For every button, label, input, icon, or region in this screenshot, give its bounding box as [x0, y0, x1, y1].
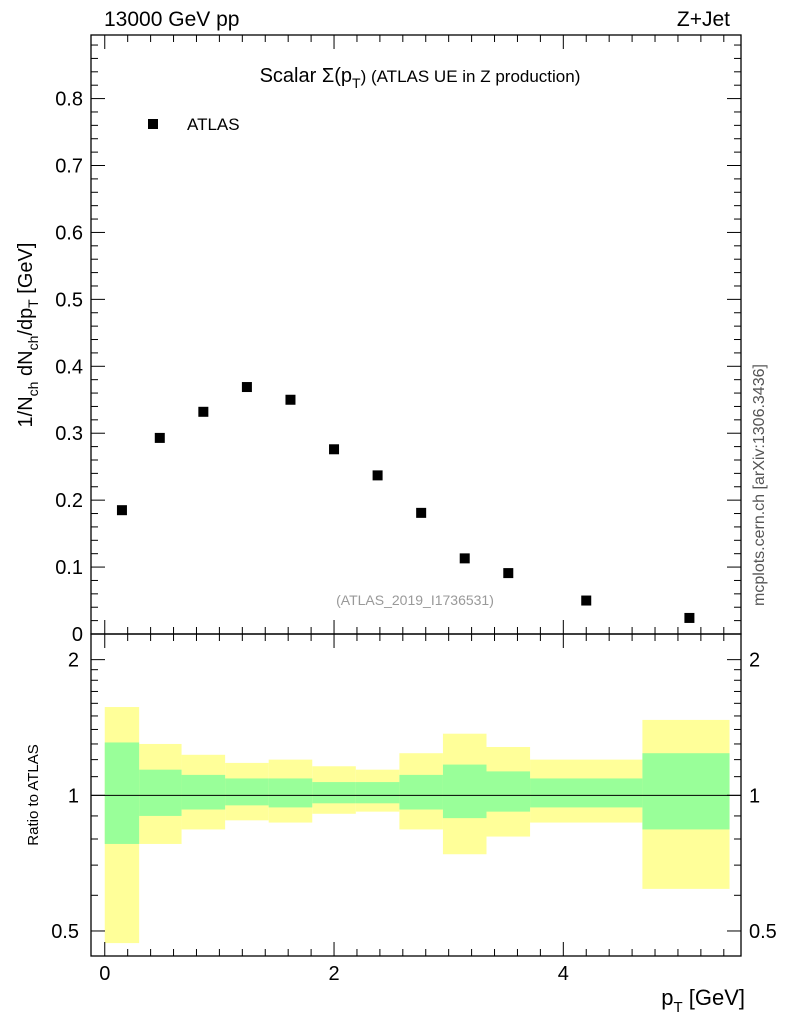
data-point-2	[198, 406, 209, 417]
stat-band-6	[355, 782, 400, 804]
main-ytick-label-0: 0	[72, 624, 83, 646]
data-point-6	[372, 470, 383, 481]
data-points	[116, 382, 695, 623]
main-ytick-label-8: 0.8	[55, 89, 83, 111]
header-right: Z+Jet	[677, 8, 730, 31]
ratio-bands	[104, 707, 730, 944]
stat-band-0	[104, 742, 140, 844]
stat-band-3	[225, 778, 269, 806]
data-point-4	[285, 394, 296, 405]
main-ytick-label-1: 0.1	[55, 557, 83, 579]
main-ytick-label-2: 0.2	[55, 490, 83, 512]
stat-band-7	[399, 774, 443, 810]
ratio-panel: Ratio to ATLAS pT [GeV] 0.5 0.5 1 1 2 2 0 2 4	[25, 633, 777, 1016]
xtick-label-2: 4	[558, 963, 569, 985]
ratio-ytick-label-left-0: 0.5	[51, 921, 79, 943]
main-ytick-label-5: 0.5	[55, 289, 83, 311]
stat-band-8	[442, 764, 487, 819]
data-point-8	[459, 553, 470, 564]
ratio-xlabel: pT [GeV]	[661, 985, 745, 1016]
xtick-label-0: 0	[99, 963, 110, 985]
legend-marker	[148, 119, 158, 129]
main-ytick-label-4: 0.4	[55, 356, 83, 378]
watermark: (ATLAS_2019_I1736531)	[336, 592, 494, 608]
main-panel: Scalar Σ(pT) (ATLAS UE in Z production) …	[15, 34, 742, 646]
ratio-ylabel: Ratio to ATLAS	[25, 744, 42, 845]
ylabel-part-3: ch	[25, 336, 41, 351]
data-point-5	[329, 444, 340, 455]
ratio-ytick-label-left-2: 2	[68, 650, 79, 672]
ylabel-part-6: [GeV]	[15, 243, 37, 300]
xlabel-rest: [GeV]	[683, 985, 745, 1010]
data-point-1	[154, 432, 165, 443]
data-point-9	[503, 568, 514, 579]
ylabel-part-1: ch	[25, 382, 41, 397]
title-sub: T	[352, 75, 361, 91]
ylabel-part-5: T	[25, 299, 41, 308]
main-ylabel: 1/Nch dNch/dpT [GeV]	[15, 243, 41, 428]
stat-band-5	[312, 782, 356, 804]
stat-band-11	[642, 753, 730, 830]
data-point-10	[581, 595, 592, 606]
data-point-0	[116, 505, 127, 516]
header-left: 13000 GeV pp	[104, 8, 239, 31]
stat-band-9	[486, 771, 531, 812]
xlabel-main: p	[661, 985, 673, 1010]
data-point-11	[684, 612, 695, 623]
main-ytick-label-3: 0.3	[55, 423, 83, 445]
title-main: Scalar Σ(p	[260, 65, 352, 87]
xlabel-sub: T	[673, 999, 682, 1016]
xtick-label-1: 2	[328, 963, 339, 985]
data-point-3	[241, 382, 252, 393]
ratio-ytick-label-left-1: 1	[68, 785, 79, 807]
stat-band-2	[181, 774, 226, 810]
ylabel-part-0: 1/N	[15, 396, 37, 427]
main-ytick-label-7: 0.7	[55, 156, 83, 178]
ratio-ytick-label-right-1: 1	[749, 785, 760, 807]
title-rest: ) (ATLAS UE in Z production)	[361, 67, 581, 86]
main-title: Scalar Σ(pT) (ATLAS UE in Z production)	[260, 65, 581, 91]
legend-label: ATLAS	[187, 115, 240, 134]
main-ytick-label-6: 0.6	[55, 222, 83, 244]
side-label: mcplots.cern.ch [arXiv:1306.3436]	[751, 364, 768, 606]
stat-band-4	[268, 778, 313, 808]
ratio-ytick-label-right-2: 2	[749, 650, 760, 672]
ylabel-part-2: dN	[15, 350, 37, 381]
stat-band-10	[530, 778, 643, 808]
stat-band-1	[139, 769, 182, 816]
ylabel-part-4: /dp	[15, 308, 37, 336]
ratio-ytick-label-right-0: 0.5	[749, 921, 777, 943]
data-point-7	[416, 507, 427, 518]
